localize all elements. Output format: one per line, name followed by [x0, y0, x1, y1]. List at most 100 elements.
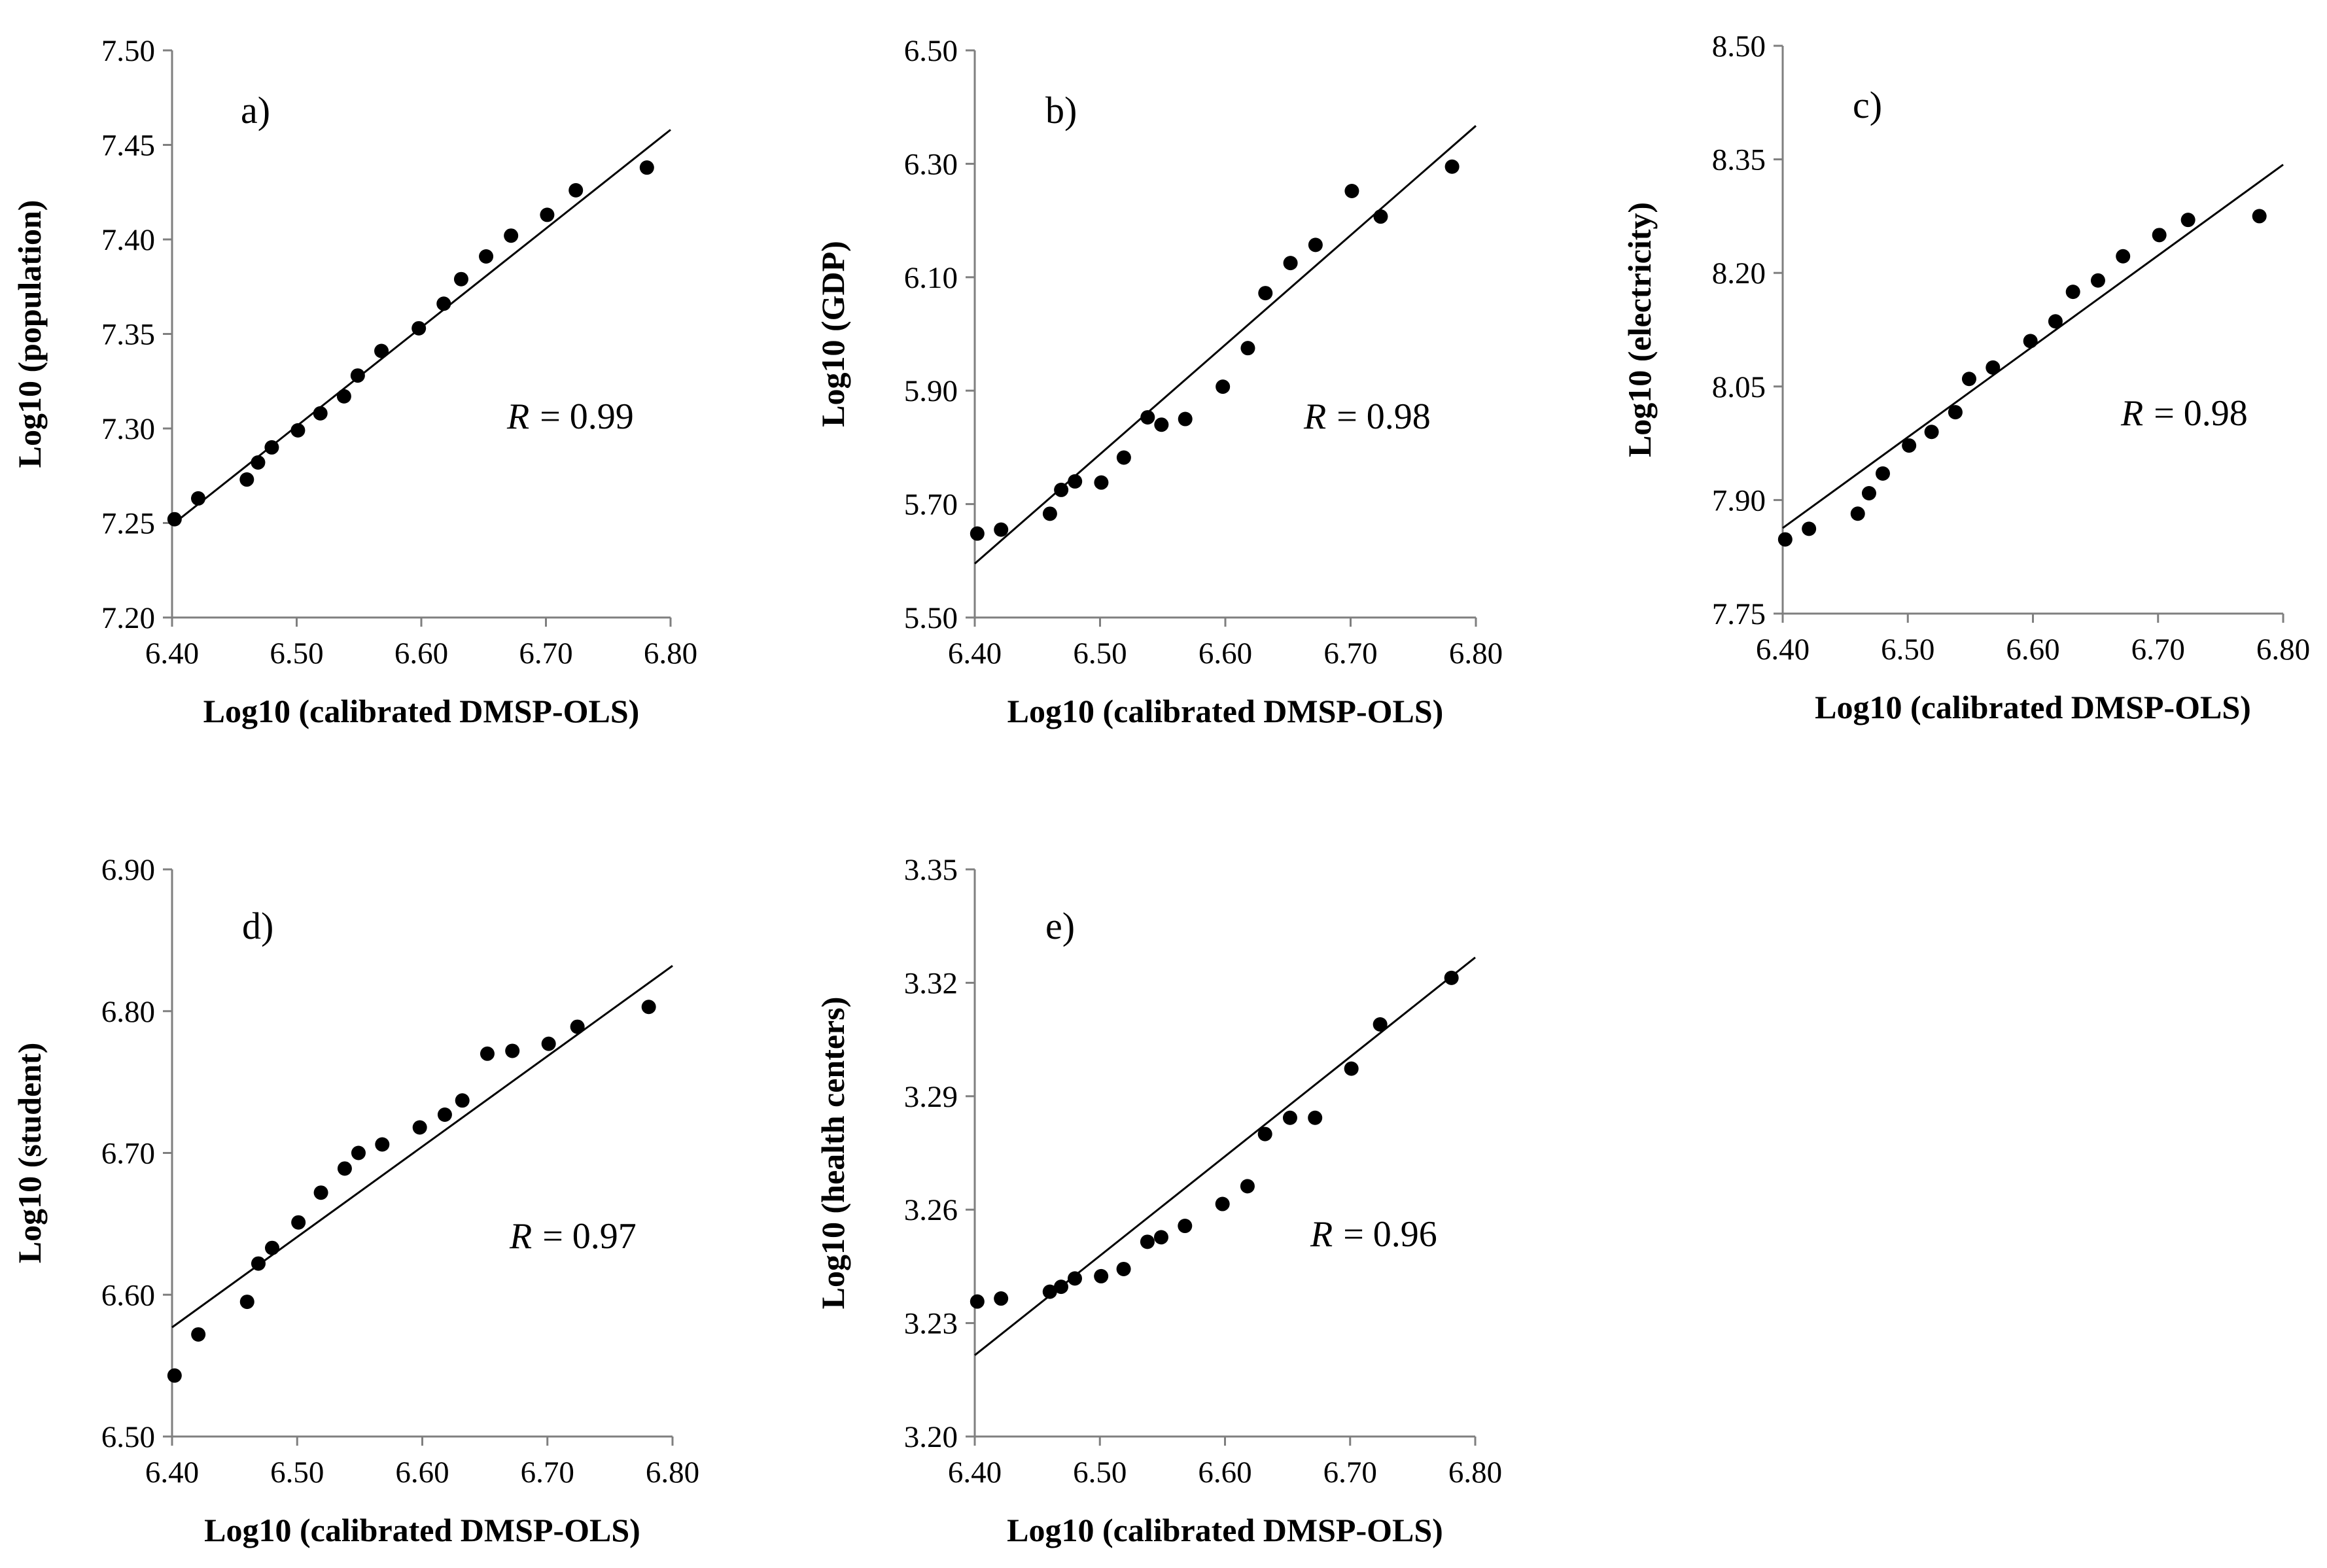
data-point: [970, 1294, 985, 1309]
y-tick-label: 8.20: [1712, 256, 1766, 290]
data-point: [1282, 1110, 1297, 1125]
y-tick-label: 8.05: [1712, 370, 1766, 404]
x-axis-title: Log10 (calibrated DMSP-OLS): [204, 1512, 640, 1548]
r-value: = 0.97: [542, 1216, 637, 1257]
data-point: [1116, 1261, 1131, 1276]
x-tick-label: 6.60: [2006, 633, 2059, 667]
panel-d-student: 6.506.606.706.806.906.40 6.50 6.60 6.70 6.80…: [11, 853, 699, 1548]
x-tick-label: 6.80: [2256, 633, 2310, 667]
data-point: [641, 1000, 656, 1015]
x-tick-label: 6.70: [1323, 1455, 1377, 1490]
r-symbol: R: [2120, 393, 2143, 434]
data-point: [1948, 405, 1963, 420]
y-tick-label: 6.50: [101, 1420, 155, 1454]
data-point: [167, 1368, 182, 1383]
y-tick-label: 7.40: [101, 223, 155, 257]
data-point: [1154, 417, 1169, 432]
data-point: [504, 228, 519, 243]
data-point: [455, 1093, 470, 1108]
correlation-annotation: R = 0.98: [2120, 393, 2248, 434]
x-axis-title: Log10 (calibrated DMSP-OLS): [1007, 693, 1444, 729]
data-point: [1240, 1179, 1255, 1194]
data-point: [639, 160, 654, 175]
y-tick-label: 3.26: [904, 1193, 958, 1227]
data-point: [265, 1240, 279, 1255]
x-tick-label: 6.40: [145, 636, 199, 671]
x-axis-title: Log10 (calibrated DMSP-OLS): [1007, 1512, 1443, 1548]
data-point: [437, 1107, 452, 1122]
data-point: [994, 1291, 1009, 1306]
data-point: [1444, 159, 1460, 174]
x-axis-title: Log10 (calibrated DMSP-OLS): [203, 693, 640, 729]
data-point: [1068, 1271, 1082, 1286]
data-point: [1283, 256, 1298, 271]
x-tick-label: 6.80: [1448, 1455, 1502, 1490]
data-point: [1153, 1230, 1168, 1245]
panel-label: c): [1853, 84, 1882, 126]
data-point: [1094, 1268, 1109, 1283]
correlation-annotation: R = 0.97: [509, 1216, 637, 1257]
data-point: [2252, 209, 2267, 224]
y-tick-label: 6.50: [904, 34, 958, 68]
r-value: = 0.99: [540, 396, 634, 437]
data-point: [412, 1120, 427, 1135]
data-point: [2090, 273, 2105, 288]
panel-label: d): [242, 905, 273, 947]
data-point: [191, 491, 206, 506]
data-point: [350, 368, 365, 383]
y-tick-label: 7.90: [1712, 483, 1766, 517]
data-point: [970, 526, 985, 541]
x-tick-label: 6.80: [646, 1455, 699, 1490]
data-point: [1054, 482, 1069, 497]
data-point: [1902, 438, 1917, 453]
x-tick-label: 6.80: [644, 636, 697, 671]
data-point: [191, 1327, 206, 1342]
data-point: [1861, 485, 1876, 500]
y-tick-label: 6.30: [904, 147, 958, 181]
y-tick-label: 7.50: [101, 34, 155, 68]
data-point: [1961, 372, 1976, 387]
data-point: [336, 389, 351, 404]
data-point: [2023, 334, 2038, 349]
y-axis-title: Log10 (population): [11, 200, 48, 468]
y-tick-label: 8.35: [1712, 143, 1766, 177]
y-tick-label: 6.80: [101, 995, 155, 1029]
y-tick-label: 3.32: [904, 966, 958, 1000]
data-point: [1257, 1126, 1272, 1141]
data-point: [239, 472, 254, 487]
data-point: [1986, 360, 2001, 375]
data-point: [290, 423, 306, 438]
data-point: [374, 343, 389, 358]
x-tick-label: 6.50: [1073, 1455, 1127, 1490]
y-tick-label: 3.23: [904, 1307, 958, 1341]
data-point: [337, 1161, 352, 1176]
x-tick-label: 6.70: [521, 1455, 574, 1490]
x-tick-label: 6.50: [1881, 633, 1934, 667]
data-point: [1373, 1017, 1388, 1032]
data-point: [1215, 1196, 1230, 1211]
data-point: [453, 271, 468, 287]
data-point: [264, 440, 279, 455]
r-value: = 0.96: [1343, 1214, 1437, 1255]
data-point: [1308, 237, 1323, 253]
y-tick-label: 8.50: [1712, 29, 1766, 63]
y-tick-label: 7.25: [101, 507, 155, 541]
x-tick-label: 6.50: [1073, 636, 1127, 671]
data-point: [1178, 411, 1193, 427]
x-tick-label: 6.60: [395, 1455, 449, 1490]
y-axis-title: Log10 (health centers): [814, 997, 851, 1310]
data-point: [251, 1256, 266, 1271]
data-point: [540, 207, 555, 222]
data-point: [1042, 506, 1057, 521]
x-tick-label: 6.40: [948, 636, 1002, 671]
data-point: [1094, 475, 1109, 490]
x-axis-title: Log10 (calibrated DMSP-OLS): [1815, 689, 2251, 725]
data-point: [1140, 409, 1155, 425]
data-point: [291, 1215, 306, 1230]
data-point: [1924, 425, 1939, 440]
y-tick-label: 7.30: [101, 412, 155, 446]
panel-label: e): [1045, 905, 1075, 947]
y-tick-label: 7.20: [101, 601, 155, 635]
correlation-annotation: R = 0.96: [1310, 1214, 1437, 1255]
y-tick-label: 5.50: [904, 601, 958, 635]
